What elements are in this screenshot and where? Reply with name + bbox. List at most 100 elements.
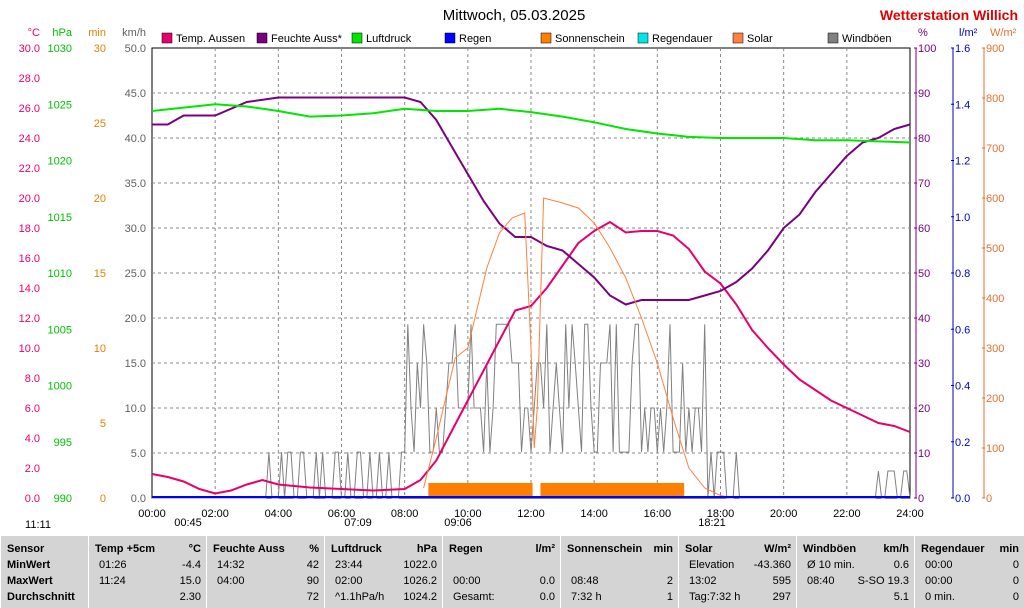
- table-cell-value: 1026.2: [403, 575, 437, 587]
- table-column: Regendauer min 00:00 0 00:00 0 0 min. 0: [914, 536, 1024, 608]
- tick-label-minutes: 10: [94, 343, 106, 355]
- table-header: Regen: [449, 543, 483, 555]
- table-header-unit: km/h: [883, 543, 909, 555]
- legend-label: Sonnenschein: [555, 33, 625, 45]
- x-tick-label: 16:00: [644, 508, 672, 520]
- legend-swatch: [637, 32, 649, 44]
- table-cell-time: 14:32: [217, 559, 245, 571]
- tick-label-minutes: 20: [94, 193, 106, 205]
- table-row-label: Durchschnitt: [7, 591, 75, 603]
- tick-label-humidity: 100: [918, 43, 936, 55]
- x-tick-label: 20:00: [770, 508, 798, 520]
- x-tick-label: 06:00: [328, 508, 356, 520]
- legend-label: Regendauer: [652, 33, 713, 45]
- x-tick-label: 04:00: [265, 508, 293, 520]
- table-cell-value: 90: [306, 575, 319, 587]
- tick-label-temp: 4.0: [25, 433, 40, 445]
- tick-label-humidity: 90: [918, 88, 930, 100]
- x-tick-label: 18:00: [707, 508, 735, 520]
- table-column: Sonnenschein min 08:48 2 7:32 h 1: [560, 536, 679, 608]
- table-cell-value: 42: [306, 559, 319, 571]
- table-cell-time: ^1.1hPa/h: [335, 591, 385, 603]
- legend-swatch: [444, 32, 456, 44]
- tick-label-solar: 300: [986, 343, 1004, 355]
- table-cell-value: 72: [306, 591, 319, 603]
- table-column: Regen l/m² 00:00 0.0 Gesamt: 0.0: [442, 536, 561, 608]
- tick-label-rain: 0.8: [955, 268, 970, 280]
- table-cell-time: Ø 10 min.: [807, 559, 855, 571]
- tick-label-temp: 8.0: [25, 373, 40, 385]
- legend-swatch: [827, 32, 839, 44]
- table-cell-value: -43.360: [753, 559, 791, 571]
- sun-marker-label: 11:11: [25, 519, 51, 531]
- table-cell-time: 7:32 h: [571, 591, 602, 603]
- tick-label-rain: 0.0: [955, 493, 970, 505]
- table-header-unit: °C: [188, 543, 201, 555]
- sun-marker-label: 07:09: [344, 517, 372, 529]
- table-cell-time: 00:00: [453, 575, 481, 587]
- table-cell-time: 08:40: [807, 575, 835, 587]
- x-tick-label: 22:00: [833, 508, 861, 520]
- table-cell-value: 0: [1012, 575, 1019, 587]
- x-tick-label: 12:00: [517, 508, 545, 520]
- axis-unit-rain: l/m²: [959, 27, 978, 39]
- tick-label-humidity: 40: [918, 313, 930, 325]
- tick-label-humidity: 0: [918, 493, 924, 505]
- sunshine-bar: [540, 483, 685, 498]
- tick-label-minutes: 30: [94, 43, 106, 55]
- legend-swatch: [161, 32, 173, 44]
- legend-label: Windböen: [842, 33, 892, 45]
- tick-label-humidity: 10: [918, 448, 930, 460]
- table-cell-value: 0.6: [893, 559, 909, 571]
- table-cell-value: 5.1: [893, 591, 909, 603]
- tick-label-temp: 26.0: [19, 103, 40, 115]
- table-cell-value: 2: [666, 575, 673, 587]
- axis-unit-humidity: %: [918, 27, 928, 39]
- series-line-feuchte-auss-: [152, 96, 911, 306]
- tick-label-humidity: 80: [918, 133, 930, 145]
- table-cell-time: 04:00: [217, 575, 245, 587]
- legend-swatch: [351, 32, 363, 44]
- table-header-unit: hPa: [416, 543, 437, 555]
- table-cell-time: 13:02: [689, 575, 717, 587]
- series-line-temp-aussen: [151, 220, 911, 495]
- stats-table: Sensor MinWert MaxWert Durchschnitt Temp +5c…: [0, 536, 1024, 608]
- table-cell-value: 2.30: [179, 591, 201, 603]
- legend-swatch: [256, 32, 268, 44]
- sun-marker-label: 18:21: [698, 517, 726, 529]
- tick-label-solar: 100: [986, 443, 1004, 455]
- tick-label-rain: 1.4: [955, 99, 970, 111]
- table-cell-value: 1022.0: [403, 559, 437, 571]
- tick-label-wind: 35.0: [125, 178, 146, 190]
- table-cell-time: 01:26: [99, 559, 127, 571]
- table-cell-time: 02:00: [335, 575, 363, 587]
- table-cell-time: Tag:7:32 h: [689, 591, 741, 603]
- table-header: Sensor: [7, 543, 45, 555]
- tick-label-humidity: 70: [918, 178, 930, 190]
- tick-label-pressure: 1010: [48, 268, 72, 280]
- sun-marker-label: 00:45: [174, 517, 202, 529]
- tick-label-solar: 900: [986, 43, 1004, 55]
- axis-unit-wind: km/h: [122, 27, 146, 39]
- tick-label-wind: 15.0: [125, 358, 146, 370]
- tick-label-pressure: 1005: [48, 324, 72, 336]
- tick-label-temp: 24.0: [19, 133, 40, 145]
- tick-label-solar: 600: [986, 193, 1004, 205]
- table-header: Temp +5cm: [95, 543, 156, 555]
- table-column: Luftdruck hPa 23:44 1022.0 02:00 1026.2 ^1.1hP…: [324, 536, 443, 608]
- legend-label: Temp. Aussen: [176, 33, 245, 45]
- legend-swatch: [540, 32, 552, 44]
- legend-label: Feuchte Auss*: [271, 33, 343, 45]
- tick-label-temp: 0.0: [25, 493, 40, 505]
- tick-label-solar: 400: [986, 293, 1004, 305]
- table-cell-value: -4.4: [182, 559, 201, 571]
- table-header: Sonnenschein: [567, 543, 643, 555]
- x-tick-label: 02:00: [201, 508, 229, 520]
- table-cell-time: 00:00: [925, 559, 953, 571]
- table-cell-time: 08:48: [571, 575, 599, 587]
- tick-label-minutes: 5: [100, 418, 106, 430]
- table-column: Temp +5cm °C 01:26 -4.4 11:24 15.0 2.30: [88, 536, 207, 608]
- tick-label-rain: 0.6: [955, 324, 970, 336]
- tick-label-humidity: 30: [918, 358, 930, 370]
- table-cell-time: Gesamt:: [453, 591, 495, 603]
